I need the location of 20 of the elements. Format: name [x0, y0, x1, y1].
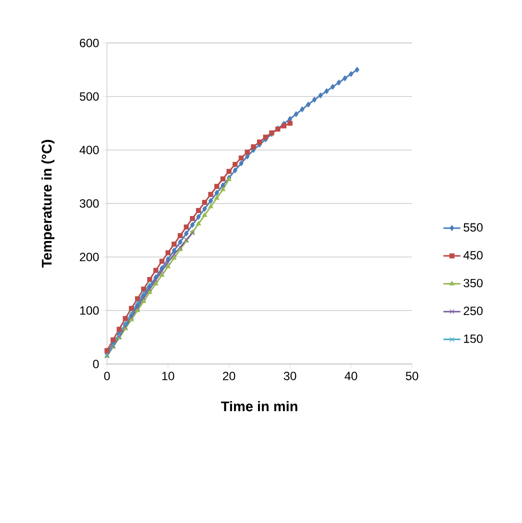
y-tick-label: 600	[80, 38, 99, 48]
y-tick-label: 500	[80, 92, 99, 101]
x-tick-label: 20	[222, 372, 236, 380]
y-axis-title: Temperature in (°C)	[41, 140, 54, 268]
y-tick-label: 100	[80, 306, 99, 315]
x-axis-title: Time in min	[221, 401, 298, 412]
legend-label: 550	[464, 223, 483, 232]
legend-label: 450	[463, 251, 483, 260]
y-tick-label: 400	[80, 146, 99, 154]
x-tick-label: 10	[162, 372, 174, 380]
y-tick-label: 200	[80, 252, 99, 262]
x-tick-label: 0	[104, 372, 110, 380]
legend-label: 350	[464, 278, 483, 288]
x-tick-label: 30	[284, 372, 296, 380]
x-tick-label: 40	[344, 372, 358, 380]
legend-label: 250	[464, 306, 483, 316]
x-tick-label: 50	[406, 372, 418, 380]
legend-label: 150	[464, 334, 483, 343]
y-tick-label: 0	[93, 360, 99, 368]
y-tick-label: 300	[80, 199, 99, 208]
